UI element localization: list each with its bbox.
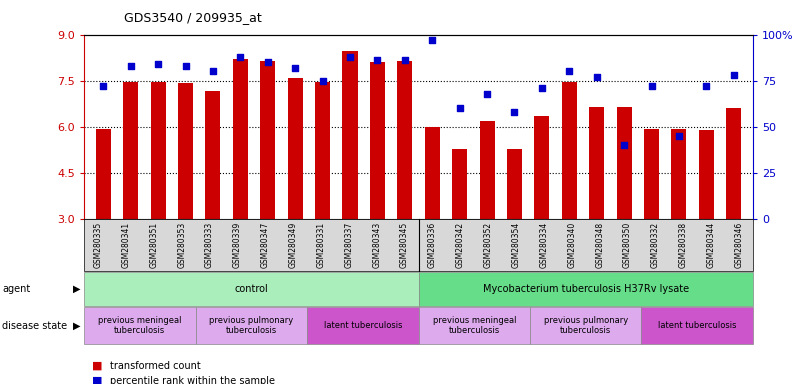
Text: latent tuberculosis: latent tuberculosis	[658, 321, 736, 330]
Point	[618, 142, 630, 148]
Text: GSM280340: GSM280340	[567, 222, 576, 268]
Text: GSM280333: GSM280333	[205, 222, 214, 268]
Text: latent tuberculosis: latent tuberculosis	[324, 321, 402, 330]
Point	[563, 68, 576, 74]
Point	[398, 57, 411, 63]
Bar	[96, 129, 111, 219]
Text: GSM280345: GSM280345	[400, 222, 409, 268]
Bar	[370, 62, 385, 219]
Point	[453, 105, 466, 111]
Bar	[205, 91, 220, 219]
Text: GSM280350: GSM280350	[623, 222, 632, 268]
Text: GSM280346: GSM280346	[735, 222, 743, 268]
Bar	[178, 83, 193, 219]
Point	[124, 63, 137, 69]
Bar	[534, 116, 549, 219]
Text: GSM280335: GSM280335	[94, 222, 103, 268]
Point	[289, 65, 302, 71]
Text: GSM280349: GSM280349	[288, 222, 298, 268]
Text: agent: agent	[2, 284, 30, 294]
Text: ■: ■	[92, 376, 103, 384]
Bar	[671, 129, 686, 219]
Text: disease state: disease state	[2, 321, 67, 331]
Text: GSM280338: GSM280338	[678, 222, 688, 268]
Point	[481, 91, 493, 97]
Text: GSM280353: GSM280353	[177, 222, 186, 268]
Bar	[151, 82, 166, 219]
Bar	[343, 51, 357, 219]
Bar	[123, 82, 139, 219]
Text: ▶: ▶	[73, 284, 80, 294]
Text: GDS3540 / 209935_at: GDS3540 / 209935_at	[124, 12, 262, 25]
Text: previous pulmonary
tuberculosis: previous pulmonary tuberculosis	[209, 316, 293, 335]
Bar	[590, 107, 604, 219]
Bar	[397, 61, 413, 219]
Bar	[233, 58, 248, 219]
Text: GSM280352: GSM280352	[484, 222, 493, 268]
Text: GSM280344: GSM280344	[706, 222, 715, 268]
Text: GSM280354: GSM280354	[512, 222, 521, 268]
Text: GSM280348: GSM280348	[595, 222, 604, 268]
Text: GSM280339: GSM280339	[233, 222, 242, 268]
Text: Mycobacterium tuberculosis H37Rv lysate: Mycobacterium tuberculosis H37Rv lysate	[483, 284, 689, 294]
Bar	[727, 108, 741, 219]
Point	[179, 63, 192, 69]
Point	[207, 68, 219, 74]
Bar	[288, 78, 303, 219]
Text: GSM280331: GSM280331	[316, 222, 325, 268]
Point	[151, 61, 164, 67]
Point	[261, 59, 274, 65]
Bar	[617, 107, 632, 219]
Bar	[562, 82, 577, 219]
Text: previous meningeal
tuberculosis: previous meningeal tuberculosis	[98, 316, 182, 335]
Text: GSM280347: GSM280347	[261, 222, 270, 268]
Point	[316, 78, 329, 84]
Point	[234, 54, 247, 60]
Point	[727, 72, 740, 78]
Bar	[425, 127, 440, 219]
Bar	[452, 149, 467, 219]
Text: ▶: ▶	[73, 321, 80, 331]
Point	[535, 85, 548, 91]
Text: GSM280337: GSM280337	[344, 222, 353, 268]
Text: GSM280341: GSM280341	[122, 222, 131, 268]
Point	[700, 83, 713, 89]
Point	[590, 74, 603, 80]
Point	[508, 109, 521, 115]
Text: GSM280343: GSM280343	[372, 222, 381, 268]
Text: previous meningeal
tuberculosis: previous meningeal tuberculosis	[433, 316, 516, 335]
Bar	[698, 130, 714, 219]
Point	[426, 37, 439, 43]
Point	[673, 133, 686, 139]
Bar	[315, 82, 330, 219]
Text: GSM280342: GSM280342	[456, 222, 465, 268]
Point	[97, 83, 110, 89]
Text: GSM280332: GSM280332	[651, 222, 660, 268]
Bar	[507, 149, 522, 219]
Text: GSM280336: GSM280336	[428, 222, 437, 268]
Text: transformed count: transformed count	[110, 361, 200, 371]
Text: GSM280334: GSM280334	[539, 222, 549, 268]
Text: control: control	[235, 284, 268, 294]
Point	[344, 54, 356, 60]
Bar	[260, 61, 276, 219]
Text: ■: ■	[92, 361, 103, 371]
Text: GSM280351: GSM280351	[149, 222, 159, 268]
Bar	[644, 129, 659, 219]
Text: previous pulmonary
tuberculosis: previous pulmonary tuberculosis	[544, 316, 628, 335]
Point	[645, 83, 658, 89]
Bar	[480, 121, 494, 219]
Point	[371, 57, 384, 63]
Text: percentile rank within the sample: percentile rank within the sample	[110, 376, 275, 384]
